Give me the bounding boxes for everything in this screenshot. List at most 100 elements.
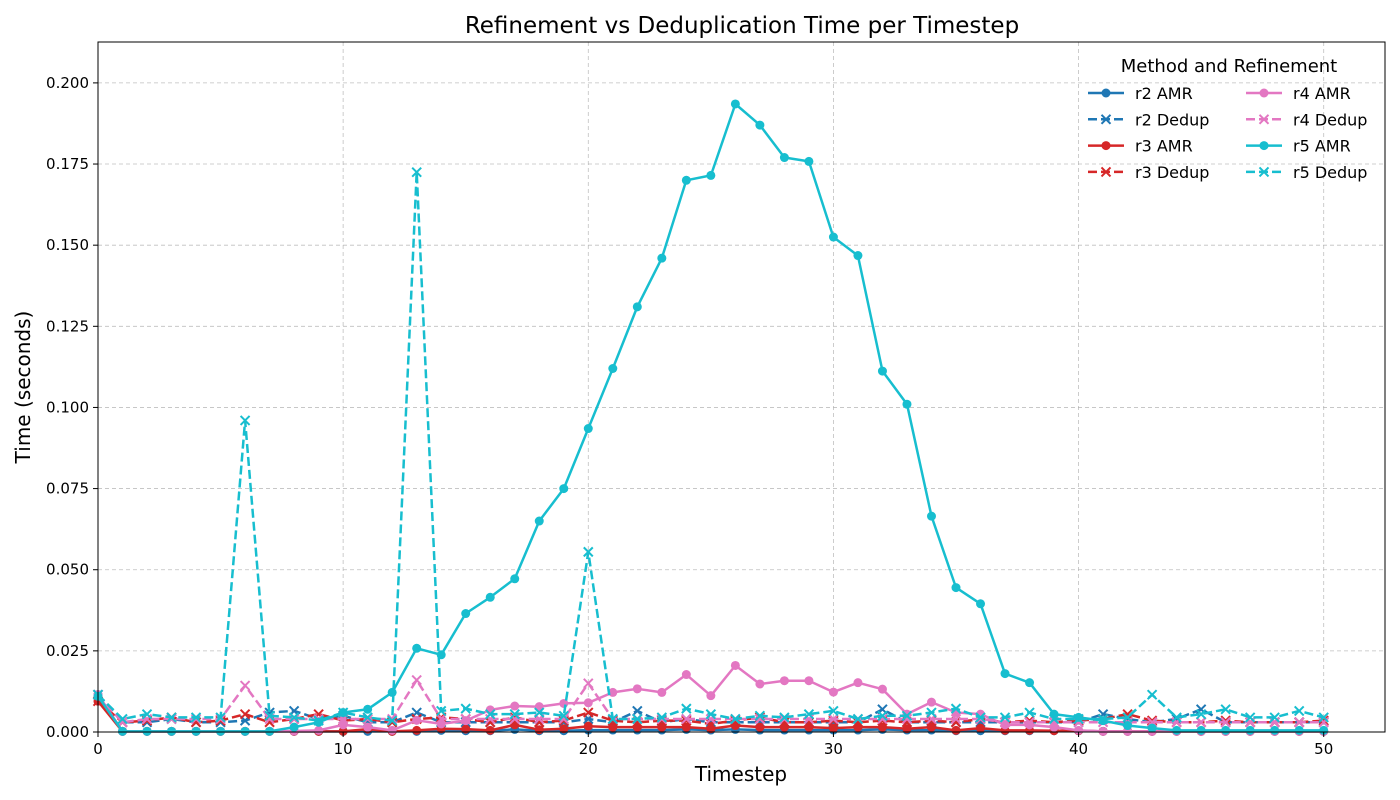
r4-amr-point [608,687,618,697]
r4-dedup-point [681,713,692,725]
r5-amr-point [1147,723,1157,733]
r5-amr-point [461,609,471,619]
r4-amr-point [1049,722,1059,732]
x-tick-label: 40 [1069,740,1088,758]
r5-amr-point [363,704,373,714]
r4-dedup-point [239,680,251,691]
r5-dedup-point [1269,712,1280,723]
r2-dedup-point [632,705,643,717]
r3-dedup-point [754,712,766,723]
r5-dedup-point [117,713,128,725]
r5-amr-point [1294,725,1304,735]
series-r4-dedup [92,674,1329,728]
r5-amr-point [559,484,569,494]
legend-item-r5-amr: r5 AMR [1246,137,1351,156]
y-tick-label: 0.050 [46,561,89,579]
r3-dedup-point [239,708,251,720]
r4-amr-point [853,678,863,688]
r3-amr-point [657,722,667,732]
x-tick-label: 30 [824,740,843,758]
r5-amr-point [485,592,495,602]
r5-amr-point [1319,725,1329,735]
r5-amr-point [1172,725,1182,735]
r4-dedup-point [215,713,226,725]
r3-dedup-point [1146,715,1158,726]
r5-dedup-point [509,708,520,720]
y-tick-label: 0.075 [46,480,89,498]
r5-dedup-point [1220,704,1231,715]
r3-amr-point [681,722,691,732]
x-tick-label: 20 [579,740,598,758]
r5-dedup-point [460,703,471,714]
legend-marker [1101,88,1111,98]
r4-dedup-point [460,713,471,725]
r3-amr-point [461,724,471,734]
r5-amr-point [951,583,961,593]
legend-item-r4-dedup: r4 Dedup [1246,110,1367,129]
r5-dedup-point [1195,708,1207,720]
r3-amr-point [828,723,838,733]
legend-label: r5 Dedup [1293,163,1367,182]
r3-amr-point [779,722,789,732]
r5-dedup-point [435,705,447,717]
r3-amr-point [926,722,936,732]
r5-dedup-point [190,712,202,723]
r5-amr-point [1245,725,1255,735]
r5-amr-point [804,156,814,166]
chart-title: Refinement vs Deduplication Time per Tim… [465,13,1019,39]
r5-dedup-point [1073,713,1084,725]
y-tick-label: 0.000 [46,723,89,741]
series-r5-dedup [92,166,1329,726]
r5-dedup-point [558,710,569,721]
plot-frame [97,41,1386,733]
r4-dedup-point [828,713,839,725]
r3-amr-point [583,721,593,731]
r5-dedup-point [166,712,177,723]
r4-dedup-point [950,713,962,725]
r5-amr-point [1123,721,1133,731]
r3-amr-point [804,722,814,732]
r5-dedup-point [337,707,349,718]
r3-amr-point [632,722,642,732]
r3-dedup-point [926,715,937,726]
r5-dedup-point [264,710,275,721]
r5-dedup-point [239,415,251,426]
r5-amr-point [608,364,618,374]
r3-amr-point [755,722,765,732]
r5-dedup-point [534,707,545,718]
r5-amr-point [706,170,716,180]
r5-amr-point [779,153,789,163]
legend-item-r2-amr: r2 AMR [1088,84,1193,103]
legend-marker [1258,166,1270,178]
r4-amr-point [314,725,324,735]
r5-amr-point [976,599,986,609]
r5-amr-point [216,726,226,736]
r5-dedup-point [730,713,741,725]
legend-label: r4 Dedup [1293,110,1367,129]
r5-amr-point [240,726,250,736]
r5-amr-point [534,516,544,526]
r4-dedup-point [1195,717,1207,728]
r5-amr-point [877,366,887,376]
r5-dedup-point [950,703,962,714]
r5-dedup-point [803,708,815,720]
r3-amr-point [877,722,887,732]
r5-amr-point [583,424,593,434]
legend-label: r2 AMR [1135,84,1193,103]
x-tick-label: 10 [334,740,353,758]
r3-amr-point [951,725,961,735]
legend-title: Method and Refinement [1121,56,1337,77]
r3-amr-point [902,724,912,734]
r5-amr-point [142,726,152,736]
x-axis-label: Timestep [694,762,787,786]
r4-amr-point [804,676,814,686]
r4-amr-point [583,698,593,708]
r5-dedup-point [362,712,373,723]
r5-amr-point [167,726,177,736]
r5-dedup-point [1122,712,1133,723]
r3-amr-point [559,724,569,734]
r5-amr-point [1196,725,1206,735]
r4-amr-point [387,725,397,735]
